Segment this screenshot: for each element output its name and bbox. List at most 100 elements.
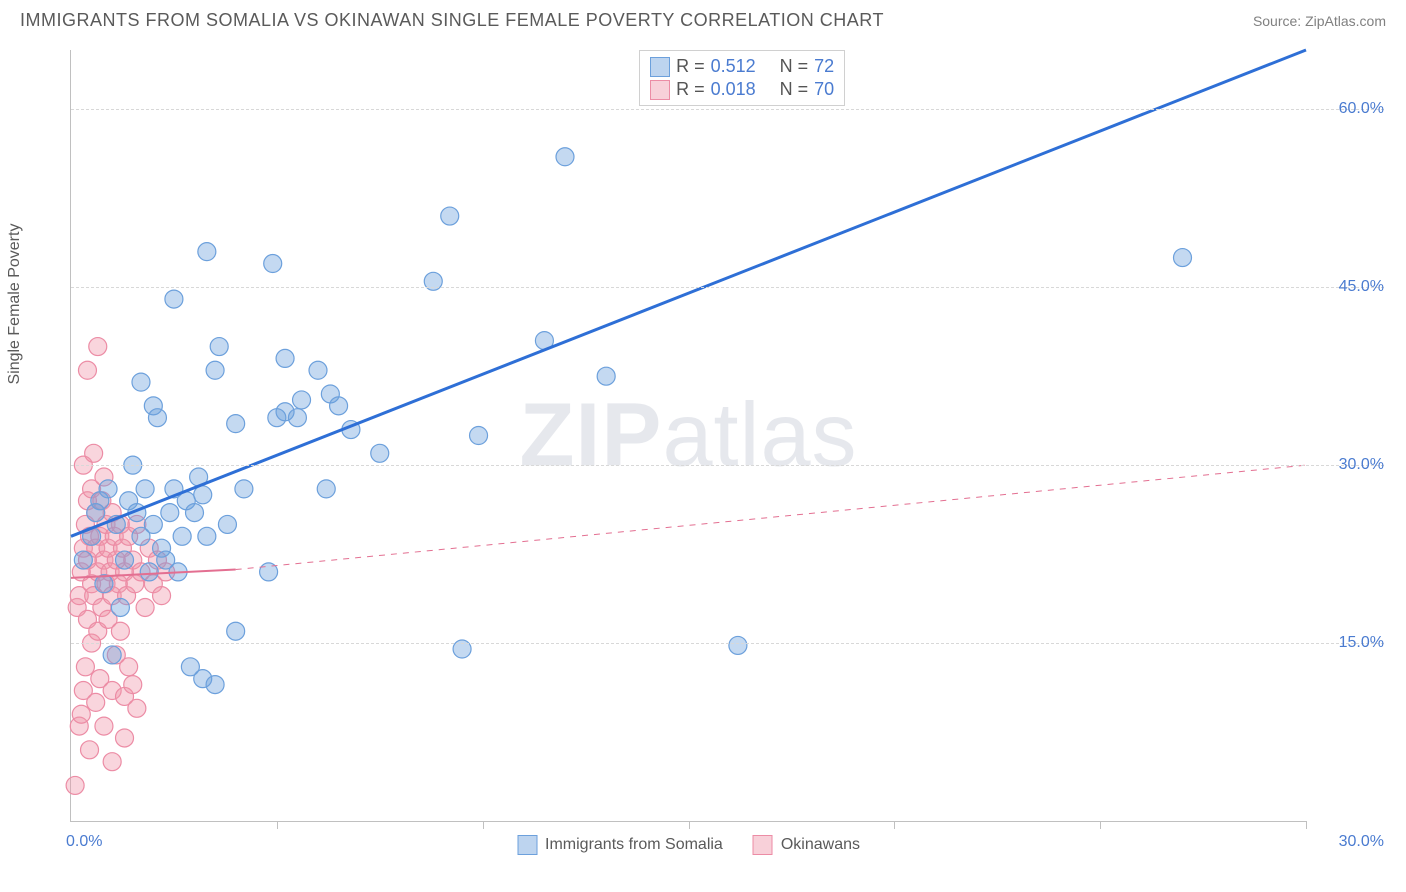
datapoint-blue xyxy=(227,622,245,640)
datapoint-blue xyxy=(235,480,253,498)
x-tick xyxy=(483,821,484,829)
y-tick-label: 15.0% xyxy=(1314,634,1384,652)
datapoint-blue xyxy=(371,444,389,462)
datapoint-pink xyxy=(120,658,138,676)
datapoint-blue xyxy=(198,243,216,261)
datapoint-pink xyxy=(72,705,90,723)
swatch-pink-icon xyxy=(753,835,773,855)
datapoint-blue xyxy=(148,409,166,427)
source-value: ZipAtlas.com xyxy=(1305,13,1386,29)
datapoint-blue xyxy=(597,367,615,385)
datapoint-blue xyxy=(136,480,154,498)
datapoint-blue xyxy=(165,290,183,308)
r-label: R = xyxy=(676,79,705,100)
y-tick-label: 45.0% xyxy=(1314,278,1384,296)
swatch-blue-icon xyxy=(517,835,537,855)
gridline xyxy=(71,109,1384,110)
legend-row-pink: R = 0.018 N = 70 xyxy=(650,78,834,101)
source-label: Source: xyxy=(1253,13,1301,29)
datapoint-blue xyxy=(140,563,158,581)
series-legend: Immigrants from Somalia Okinawans xyxy=(517,835,860,855)
n-value: 72 xyxy=(814,56,834,77)
datapoint-pink xyxy=(76,658,94,676)
datapoint-pink xyxy=(95,717,113,735)
datapoint-pink xyxy=(153,587,171,605)
legend-label: Immigrants from Somalia xyxy=(545,836,723,854)
datapoint-pink xyxy=(103,753,121,771)
correlation-legend: R = 0.512 N = 72 R = 0.018 N = 70 xyxy=(639,50,845,106)
datapoint-blue xyxy=(198,527,216,545)
datapoint-blue xyxy=(441,207,459,225)
r-label: R = xyxy=(676,56,705,77)
datapoint-blue xyxy=(1174,249,1192,267)
y-tick-label: 30.0% xyxy=(1314,456,1384,474)
legend-item-pink: Okinawans xyxy=(753,835,860,855)
datapoint-blue xyxy=(210,338,228,356)
datapoint-blue xyxy=(293,391,311,409)
r-value: 0.018 xyxy=(711,79,756,100)
chart-container: Single Female Poverty ZIPatlas R = 0.512… xyxy=(20,40,1386,872)
chart-header: IMMIGRANTS FROM SOMALIA VS OKINAWAN SING… xyxy=(0,0,1406,36)
r-value: 0.512 xyxy=(711,56,756,77)
plot-svg xyxy=(71,50,1306,821)
swatch-blue-icon xyxy=(650,57,670,77)
trendline-blue xyxy=(71,50,1306,536)
trendline-pink-dashed xyxy=(236,465,1306,569)
datapoint-blue xyxy=(103,646,121,664)
datapoint-blue xyxy=(206,676,224,694)
legend-row-blue: R = 0.512 N = 72 xyxy=(650,55,834,78)
x-tick xyxy=(689,821,690,829)
datapoint-blue xyxy=(144,515,162,533)
gridline xyxy=(71,287,1384,288)
datapoint-pink xyxy=(89,338,107,356)
datapoint-blue xyxy=(111,598,129,616)
x-tick-label: 0.0% xyxy=(66,833,102,851)
datapoint-blue xyxy=(218,515,236,533)
datapoint-pink xyxy=(85,444,103,462)
datapoint-blue xyxy=(186,504,204,522)
datapoint-blue xyxy=(99,480,117,498)
y-tick-label: 60.0% xyxy=(1314,100,1384,118)
datapoint-pink xyxy=(78,361,96,379)
datapoint-blue xyxy=(556,148,574,166)
n-label: N = xyxy=(780,79,809,100)
legend-label: Okinawans xyxy=(781,836,860,854)
datapoint-blue xyxy=(132,373,150,391)
swatch-pink-icon xyxy=(650,80,670,100)
n-value: 70 xyxy=(814,79,834,100)
datapoint-blue xyxy=(264,255,282,273)
datapoint-pink xyxy=(87,693,105,711)
gridline xyxy=(71,643,1384,644)
datapoint-blue xyxy=(227,415,245,433)
datapoint-pink xyxy=(136,598,154,616)
datapoint-blue xyxy=(161,504,179,522)
n-label: N = xyxy=(780,56,809,77)
x-tick xyxy=(277,821,278,829)
datapoint-blue xyxy=(206,361,224,379)
datapoint-pink xyxy=(111,622,129,640)
x-tick xyxy=(1100,821,1101,829)
datapoint-pink xyxy=(128,699,146,717)
gridline xyxy=(71,465,1384,466)
datapoint-pink xyxy=(81,741,99,759)
source-attribution: Source: ZipAtlas.com xyxy=(1253,13,1386,29)
plot-area: ZIPatlas R = 0.512 N = 72 R = 0.018 N = … xyxy=(70,50,1306,822)
datapoint-blue xyxy=(288,409,306,427)
datapoint-blue xyxy=(470,427,488,445)
y-axis-label: Single Female Poverty xyxy=(6,224,24,385)
chart-title: IMMIGRANTS FROM SOMALIA VS OKINAWAN SING… xyxy=(20,10,884,31)
x-tick xyxy=(894,821,895,829)
datapoint-blue xyxy=(729,636,747,654)
datapoint-pink xyxy=(66,776,84,794)
x-tick xyxy=(1306,821,1307,829)
datapoint-blue xyxy=(276,349,294,367)
legend-item-blue: Immigrants from Somalia xyxy=(517,835,723,855)
datapoint-blue xyxy=(74,551,92,569)
x-tick-label: 30.0% xyxy=(1314,833,1384,851)
datapoint-blue xyxy=(317,480,335,498)
datapoint-blue xyxy=(173,527,191,545)
datapoint-blue xyxy=(330,397,348,415)
datapoint-blue xyxy=(116,551,134,569)
datapoint-blue xyxy=(309,361,327,379)
datapoint-pink xyxy=(124,676,142,694)
